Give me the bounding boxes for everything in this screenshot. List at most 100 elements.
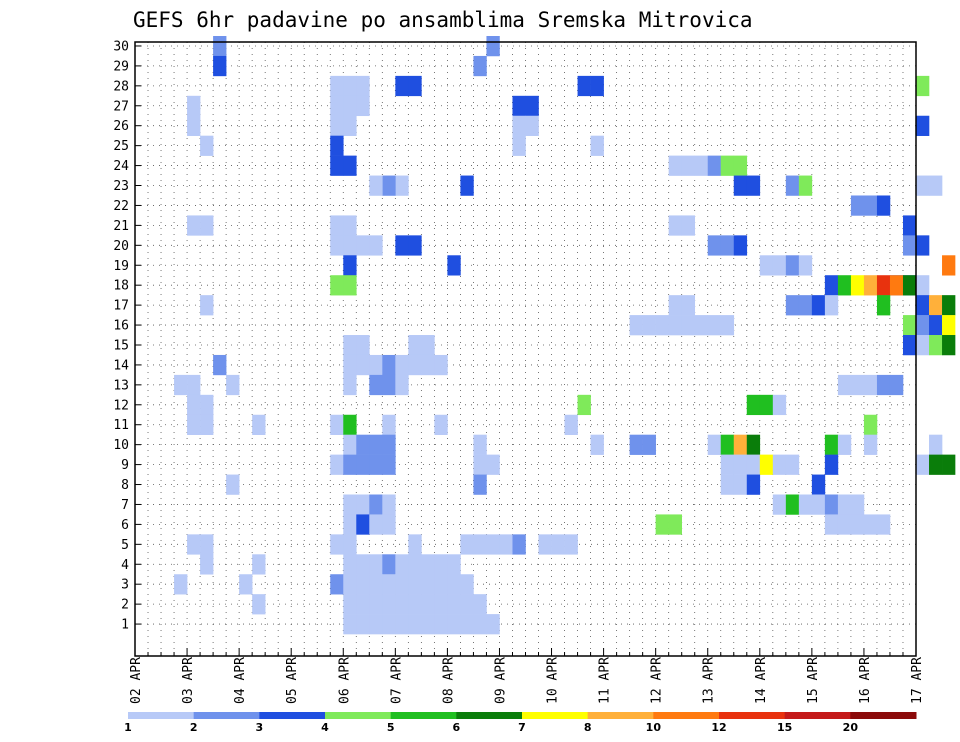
data-cell — [330, 215, 344, 236]
data-cell — [434, 594, 448, 615]
data-cell — [343, 255, 357, 276]
data-cell — [694, 155, 709, 176]
data-cell — [577, 75, 591, 97]
data-cell — [785, 454, 800, 475]
data-cell — [759, 255, 774, 276]
data-cell — [356, 614, 370, 635]
legend-swatch — [325, 712, 392, 719]
data-cell — [707, 235, 722, 256]
data-cell — [681, 315, 696, 336]
data-cell — [421, 554, 435, 575]
data-cell — [590, 135, 604, 156]
data-cell — [590, 75, 604, 97]
data-cell — [863, 414, 878, 435]
data-cell — [395, 175, 409, 196]
data-cell — [694, 315, 709, 336]
y-tick-label: 29 — [113, 59, 129, 74]
data-cell — [369, 235, 383, 256]
data-cell — [187, 115, 201, 136]
y-tick-label: 5 — [121, 538, 129, 553]
data-cell — [382, 614, 396, 635]
data-cell — [226, 374, 240, 396]
data-cell — [434, 354, 448, 376]
data-cell — [876, 374, 891, 396]
legend-label: 7 — [518, 721, 526, 734]
y-tick-label: 20 — [113, 239, 129, 254]
chart-title: GEFS 6hr padavine po ansamblima Sremska … — [133, 8, 753, 32]
y-tick-label: 25 — [113, 139, 129, 154]
legend-swatch — [587, 712, 654, 719]
data-cell — [343, 215, 357, 236]
legend-label: 3 — [256, 721, 264, 734]
data-cell — [863, 514, 878, 535]
data-cell — [824, 295, 839, 316]
data-cell — [200, 414, 214, 435]
data-cell — [564, 414, 578, 435]
data-cell — [733, 155, 748, 176]
data-cell — [824, 494, 839, 515]
data-cell — [538, 534, 552, 555]
data-cell — [356, 514, 370, 535]
x-tick-label: 05 APR — [285, 657, 300, 704]
data-cell — [850, 514, 865, 535]
data-cell — [408, 75, 422, 97]
data-cell — [200, 554, 214, 575]
data-cell — [473, 474, 487, 495]
data-cell — [759, 394, 774, 416]
data-cell — [668, 514, 682, 535]
data-cell — [187, 394, 201, 416]
data-cell — [395, 374, 409, 396]
data-cell — [929, 335, 943, 356]
data-cell — [395, 574, 409, 595]
x-tick-label: 03 APR — [181, 657, 196, 704]
data-cell — [798, 175, 813, 196]
data-cell — [200, 394, 214, 416]
x-tick-label: 06 APR — [337, 657, 352, 704]
data-cell — [408, 554, 422, 575]
x-tick-label: 07 APR — [389, 657, 404, 704]
data-cell — [187, 215, 201, 236]
data-cell — [759, 454, 774, 475]
data-cell — [356, 554, 370, 575]
y-tick-label: 27 — [113, 99, 129, 114]
data-cell — [330, 275, 344, 296]
data-cell — [369, 614, 383, 635]
data-cell — [330, 574, 344, 595]
x-tick-label: 14 APR — [754, 657, 769, 704]
data-cell — [772, 255, 787, 276]
data-cell — [356, 335, 370, 356]
data-cell — [174, 574, 188, 595]
data-cell — [408, 594, 422, 615]
data-cell — [746, 434, 761, 455]
data-cell — [382, 574, 396, 595]
legend-swatch — [128, 712, 195, 719]
data-cell — [811, 474, 826, 495]
data-cell — [187, 95, 201, 117]
data-cell — [837, 434, 852, 455]
data-cell — [512, 115, 526, 136]
data-cell — [343, 115, 357, 136]
data-cell — [916, 235, 930, 256]
x-tick-label: 08 APR — [441, 657, 456, 704]
data-cell — [473, 55, 487, 77]
data-cell — [837, 494, 852, 515]
y-tick-label: 24 — [113, 159, 129, 174]
data-cell — [942, 335, 956, 356]
data-cell — [408, 335, 422, 356]
data-cell — [720, 454, 735, 475]
data-cell — [942, 454, 956, 475]
data-cell — [746, 454, 761, 475]
data-cell — [408, 354, 422, 376]
data-cell — [252, 594, 266, 615]
data-cell — [889, 275, 904, 296]
data-cell — [213, 55, 227, 77]
x-tick-label: 15 APR — [806, 657, 821, 704]
data-cell — [916, 454, 930, 475]
data-cell — [733, 454, 748, 475]
data-cell — [343, 335, 357, 356]
data-cell — [929, 295, 943, 316]
data-cell — [187, 374, 201, 396]
data-cell — [382, 175, 396, 196]
data-cell — [473, 614, 487, 635]
data-cell — [837, 514, 852, 535]
